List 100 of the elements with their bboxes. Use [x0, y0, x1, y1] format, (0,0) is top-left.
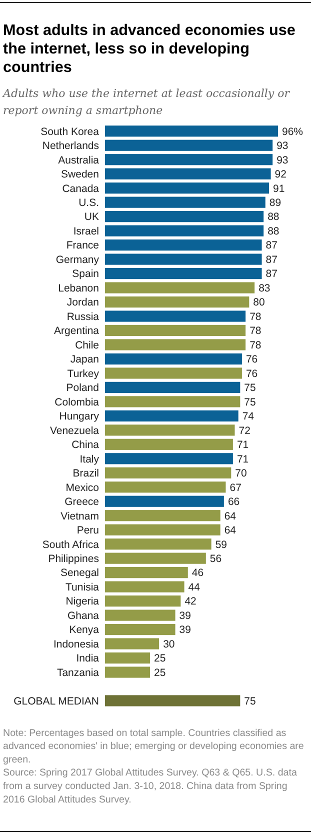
bar: [105, 168, 271, 180]
source-note: Source: Spring 2017 Global Attitudes Survey. Q63 & Q65. U.S. data from a survey conducted Jan. 3-10, 2018. China data from Spring 2016 Global Attitudes Survey.: [3, 768, 298, 806]
y-tick-label: India: [76, 652, 100, 665]
y-tick-label: Argentina: [54, 325, 100, 338]
y-tick-label: Kenya: [69, 624, 100, 636]
data-label: 59: [215, 538, 228, 551]
y-tick-label: Japan: [70, 354, 100, 366]
y-tick-label: Lebanon: [58, 282, 100, 294]
data-label: 66: [228, 496, 240, 508]
bar: [105, 211, 264, 222]
data-label: 92: [274, 168, 287, 181]
data-label: 67: [230, 482, 242, 494]
bar: [105, 396, 240, 408]
bar: [105, 310, 246, 322]
data-label: 25: [154, 666, 166, 679]
data-label: 64: [224, 510, 236, 522]
bar: [105, 382, 240, 393]
bar: [105, 567, 188, 578]
data-label: 39: [179, 624, 192, 636]
y-tick-label: Colombia: [54, 396, 100, 408]
y-tick-label: Brazil: [72, 468, 99, 480]
data-label: 71: [236, 453, 249, 466]
bar: [105, 140, 273, 151]
data-label: 74: [242, 410, 254, 423]
bar: [105, 610, 176, 621]
bar: [105, 182, 269, 194]
data-label: 75: [244, 695, 256, 708]
data-label: 76: [246, 354, 258, 366]
y-tick-label: Canada: [62, 182, 100, 195]
y-tick-label: Nigeria: [66, 596, 100, 608]
y-tick-label: Tunisia: [66, 581, 100, 594]
y-tick-label: China: [72, 439, 100, 452]
bar: [105, 624, 176, 636]
data-label: 76: [246, 368, 258, 380]
y-tick-label: Hungary: [59, 410, 100, 423]
data-label: 91: [272, 182, 285, 195]
data-label: 88: [268, 211, 280, 224]
bar: [105, 510, 220, 522]
data-label: 39: [179, 610, 192, 622]
data-label: 44: [188, 581, 200, 594]
y-tick-label: Turkey: [67, 368, 100, 380]
data-label: 75: [244, 382, 256, 394]
y-tick-label: France: [66, 240, 100, 252]
text: Note: Percentages based on total sample. Countries classified as advanced economies' in blue; emerging or developing economies are green.: [3, 728, 304, 766]
bar: [105, 268, 262, 280]
data-label: 30: [163, 638, 175, 650]
y-tick-label: Ghana: [67, 610, 100, 622]
y-tick-label: Russia: [66, 310, 100, 323]
bar: [105, 339, 246, 350]
data-label: 87: [266, 240, 278, 252]
data-label: 93: [276, 140, 288, 152]
bar: [105, 424, 235, 436]
bar: [105, 154, 273, 166]
bar: [105, 453, 233, 464]
bar: [105, 353, 242, 365]
y-tick-label: Netherlands: [42, 140, 99, 152]
y-tick-label: Poland: [66, 382, 100, 394]
chart-subtitle: Adults who use the internet at least occasionally or report owning a smartphone: [2, 87, 290, 117]
bar: [105, 581, 184, 592]
y-tick-label: South Africa: [42, 538, 100, 551]
data-label: 93: [276, 154, 288, 166]
data-label: 88: [268, 225, 280, 238]
bar: [105, 324, 246, 336]
bar: [105, 638, 160, 650]
chart-title: Most adults in advanced economies use the internet, less so in developing countries: [3, 22, 296, 76]
bar: [105, 524, 220, 536]
y-tick-label: Indonesia: [53, 638, 100, 650]
bar: [105, 225, 264, 236]
data-label: 89: [269, 196, 282, 209]
y-tick-label: Sweden: [61, 168, 100, 181]
data-label: 46: [192, 567, 204, 580]
bar: [105, 126, 278, 137]
data-label: 56: [210, 552, 222, 565]
y-tick-label: Germany: [56, 254, 100, 266]
y-tick-label: Australia: [58, 154, 100, 166]
y-tick-label: Venezuela: [50, 424, 100, 437]
data-label: 78: [250, 325, 262, 338]
bar: [105, 438, 233, 450]
data-label: 80: [253, 296, 266, 309]
bar: [105, 254, 262, 265]
bar: [105, 695, 240, 706]
bar: [105, 467, 232, 478]
bar: [105, 239, 262, 251]
data-label: 87: [266, 268, 278, 280]
data-label: 42: [184, 596, 197, 608]
bar: [105, 552, 206, 564]
bar: [105, 196, 266, 208]
y-tick-label: Greece: [64, 496, 100, 508]
y-tick-label: Jordan: [66, 296, 100, 309]
y-tick-label: Philippines: [48, 552, 99, 565]
bar: [105, 368, 242, 379]
data-label: 78: [250, 310, 262, 323]
bar: [105, 595, 181, 607]
y-tick-label: GLOBAL MEDIAN: [14, 695, 99, 708]
bar: [105, 496, 224, 507]
data-label: 71: [236, 439, 249, 452]
y-tick-label: Peru: [76, 524, 100, 537]
y-tick-label: U.S.: [78, 196, 99, 209]
bar: [105, 410, 238, 422]
y-tick-label: Israel: [73, 225, 99, 238]
